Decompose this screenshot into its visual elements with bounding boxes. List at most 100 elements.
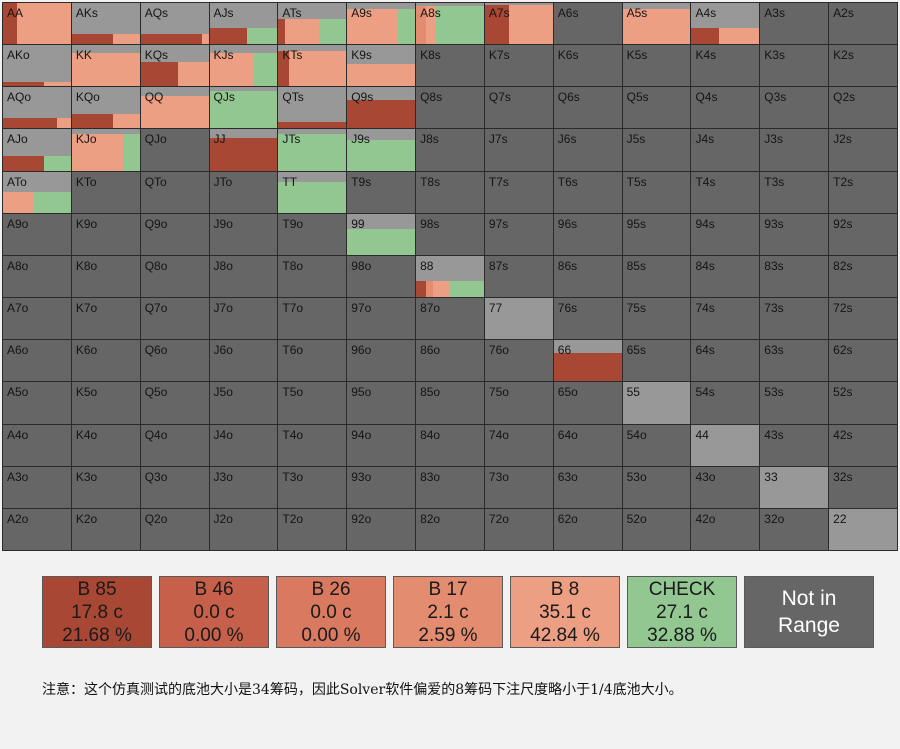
hand-cell-a5o[interactable]: A5o [3,382,71,424]
hand-cell-t2s[interactable]: T2s [829,171,897,213]
hand-cell-82o[interactable]: 82o [416,508,484,550]
hand-cell-k3s[interactable]: K3s [760,45,829,87]
hand-cell-kk[interactable]: KK [71,45,140,87]
hand-cell-aks[interactable]: AKs [71,3,140,45]
hand-cell-72o[interactable]: 72o [484,508,553,550]
hand-cell-a9o[interactable]: A9o [3,213,71,255]
hand-cell-96o[interactable]: 96o [347,340,416,382]
hand-cell-83s[interactable]: 83s [760,255,829,298]
hand-cell-65o[interactable]: 65o [553,382,622,424]
hand-cell-k5s[interactable]: K5s [622,45,691,87]
hand-cell-92s[interactable]: 92s [829,213,897,255]
hand-cell-k7o[interactable]: K7o [71,298,140,340]
hand-cell-33[interactable]: 33 [760,466,829,508]
hand-cell-22[interactable]: 22 [829,508,897,550]
hand-cell-72s[interactable]: 72s [829,298,897,340]
hand-cell-k9o[interactable]: K9o [71,213,140,255]
hand-cell-t9o[interactable]: T9o [278,213,347,255]
hand-cell-t4o[interactable]: T4o [278,424,347,466]
hand-cell-jto[interactable]: JTo [209,171,278,213]
hand-cell-j5o[interactable]: J5o [209,382,278,424]
hand-cell-j3o[interactable]: J3o [209,466,278,508]
hand-cell-85o[interactable]: 85o [416,382,484,424]
hand-cell-73s[interactable]: 73s [760,298,829,340]
hand-cell-75o[interactable]: 75o [484,382,553,424]
hand-cell-t3o[interactable]: T3o [278,466,347,508]
hand-cell-97o[interactable]: 97o [347,298,416,340]
hand-cell-kqs[interactable]: KQs [140,45,209,87]
hand-cell-62o[interactable]: 62o [553,508,622,550]
hand-cell-j5s[interactable]: J5s [622,129,691,171]
hand-cell-aqo[interactable]: AQo [3,87,71,129]
hand-cell-82s[interactable]: 82s [829,255,897,298]
hand-cell-a3s[interactable]: A3s [760,3,829,45]
hand-cell-j8o[interactable]: J8o [209,255,278,298]
hand-cell-k6s[interactable]: K6s [553,45,622,87]
hand-cell-k6o[interactable]: K6o [71,340,140,382]
hand-cell-j6s[interactable]: J6s [553,129,622,171]
hand-cell-j7o[interactable]: J7o [209,298,278,340]
hand-cell-ajo[interactable]: AJo [3,129,71,171]
hand-cell-qto[interactable]: QTo [140,171,209,213]
hand-cell-k4s[interactable]: K4s [691,45,760,87]
hand-cell-q8o[interactable]: Q8o [140,255,209,298]
hand-cell-95s[interactable]: 95s [622,213,691,255]
hand-cell-jj[interactable]: JJ [209,129,278,171]
hand-cell-k8s[interactable]: K8s [416,45,484,87]
hand-cell-73o[interactable]: 73o [484,466,553,508]
hand-cell-q5s[interactable]: Q5s [622,87,691,129]
hand-cell-77[interactable]: 77 [484,298,553,340]
hand-cell-t5s[interactable]: T5s [622,171,691,213]
hand-cell-54o[interactable]: 54o [622,424,691,466]
hand-cell-q5o[interactable]: Q5o [140,382,209,424]
hand-cell-a8s[interactable]: A8s [416,3,484,45]
hand-cell-j2o[interactable]: J2o [209,508,278,550]
hand-cell-tt[interactable]: TT [278,171,347,213]
hand-cell-aa[interactable]: AA [3,3,71,45]
hand-cell-q9o[interactable]: Q9o [140,213,209,255]
hand-cell-98s[interactable]: 98s [416,213,484,255]
hand-cell-t4s[interactable]: T4s [691,171,760,213]
hand-cell-t6s[interactable]: T6s [553,171,622,213]
hand-cell-kto[interactable]: KTo [71,171,140,213]
hand-cell-a4o[interactable]: A4o [3,424,71,466]
hand-cell-qq[interactable]: QQ [140,87,209,129]
hand-cell-a7o[interactable]: A7o [3,298,71,340]
hand-cell-a3o[interactable]: A3o [3,466,71,508]
hand-cell-a2s[interactable]: A2s [829,3,897,45]
hand-cell-q2o[interactable]: Q2o [140,508,209,550]
hand-cell-k9s[interactable]: K9s [347,45,416,87]
hand-cell-ato[interactable]: ATo [3,171,71,213]
hand-cell-94s[interactable]: 94s [691,213,760,255]
hand-cell-q9s[interactable]: Q9s [347,87,416,129]
hand-cell-j2s[interactable]: J2s [829,129,897,171]
hand-cell-86o[interactable]: 86o [416,340,484,382]
hand-cell-ats[interactable]: ATs [278,3,347,45]
hand-cell-j4s[interactable]: J4s [691,129,760,171]
hand-cell-q3o[interactable]: Q3o [140,466,209,508]
hand-cell-a5s[interactable]: A5s [622,3,691,45]
hand-cell-52s[interactable]: 52s [829,382,897,424]
hand-cell-q8s[interactable]: Q8s [416,87,484,129]
hand-cell-63o[interactable]: 63o [553,466,622,508]
hand-cell-q7s[interactable]: Q7s [484,87,553,129]
hand-cell-93o[interactable]: 93o [347,466,416,508]
hand-cell-98o[interactable]: 98o [347,255,416,298]
hand-cell-qjo[interactable]: QJo [140,129,209,171]
hand-cell-85s[interactable]: 85s [622,255,691,298]
hand-cell-62s[interactable]: 62s [829,340,897,382]
hand-cell-t7o[interactable]: T7o [278,298,347,340]
hand-cell-j6o[interactable]: J6o [209,340,278,382]
hand-cell-t5o[interactable]: T5o [278,382,347,424]
hand-cell-87s[interactable]: 87s [484,255,553,298]
hand-cell-aqs[interactable]: AQs [140,3,209,45]
hand-cell-j4o[interactable]: J4o [209,424,278,466]
hand-cell-66[interactable]: 66 [553,340,622,382]
hand-cell-kqo[interactable]: KQo [71,87,140,129]
hand-cell-a7s[interactable]: A7s [484,3,553,45]
hand-cell-q3s[interactable]: Q3s [760,87,829,129]
hand-cell-a2o[interactable]: A2o [3,508,71,550]
hand-cell-95o[interactable]: 95o [347,382,416,424]
hand-cell-t8s[interactable]: T8s [416,171,484,213]
hand-cell-63s[interactable]: 63s [760,340,829,382]
